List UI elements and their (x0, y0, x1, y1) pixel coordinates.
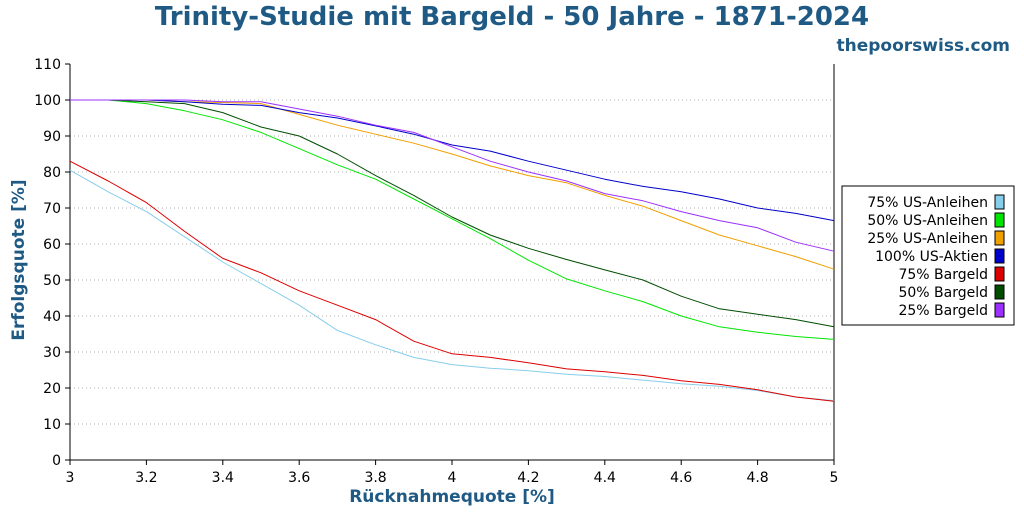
legend-swatch (994, 302, 1005, 318)
legend-label: 50% Bargeld (898, 285, 988, 301)
chart-title: Trinity-Studie mit Bargeld - 50 Jahre - … (155, 2, 869, 32)
legend-label: 75% US-Anleihen (867, 195, 988, 211)
x-tick-label: 5 (830, 470, 839, 486)
x-tick-label: 3.2 (135, 470, 157, 486)
series-line-4 (70, 99, 835, 222)
x-tick-label: 4.4 (594, 470, 616, 486)
axes (69, 64, 835, 461)
y-tick-label: 70 (43, 201, 61, 217)
y-tick-label: 50 (43, 273, 61, 289)
legend-swatch (994, 194, 1005, 210)
legend-swatch (994, 284, 1005, 300)
x-tick-label: 3.6 (288, 470, 310, 486)
series-line-1 (69, 169, 835, 402)
watermark-text: thepoorswiss.com (837, 36, 1011, 56)
y-tick-label: 20 (43, 381, 61, 397)
y-tick-label: 0 (52, 453, 61, 469)
x-axis-ticks: 3 3.2 3.4 3.6 3.8 4 4.2 4.4 4.6 4.8 5 (66, 460, 839, 486)
y-tick-label: 10 (43, 417, 61, 433)
legend-label: 25% US-Anleihen (867, 231, 988, 247)
series-line-2 (70, 99, 835, 340)
grid-lines (70, 99, 834, 425)
y-tick-label: 60 (43, 237, 61, 253)
legend-label: 100% US-Aktien (875, 249, 988, 265)
x-axis-label: Rücknahmequote [%] (349, 487, 555, 507)
series-line-3 (70, 99, 835, 270)
series-lines (69, 99, 835, 402)
y-axis-ticks: 0 10 20 30 40 50 60 70 80 90 100 110 (34, 57, 70, 469)
y-tick-label: 80 (43, 165, 61, 181)
y-tick-label: 100 (34, 93, 61, 109)
legend-swatch (994, 230, 1005, 246)
x-tick-label: 4.6 (670, 470, 692, 486)
legend-label: 75% Bargeld (898, 267, 988, 283)
legend-swatch (994, 212, 1005, 228)
legend-swatch (994, 248, 1005, 264)
x-tick-label: 3 (66, 470, 75, 486)
y-tick-label: 90 (43, 129, 61, 145)
legend-swatch (994, 266, 1005, 282)
y-tick-label: 40 (43, 309, 61, 325)
x-tick-label: 3.4 (212, 470, 234, 486)
legend: 75% US-Anleihen 50% US-Anleihen 25% US-Anl… (841, 185, 1015, 326)
x-tick-label: 3.8 (364, 470, 386, 486)
series-line-6 (70, 99, 835, 328)
series-line-7 (70, 99, 835, 252)
y-tick-label: 110 (34, 57, 61, 73)
x-tick-label: 4 (448, 470, 457, 486)
x-tick-label: 4.2 (517, 470, 539, 486)
legend-label: 25% Bargeld (898, 303, 988, 319)
y-axis-label: Erfolgsquote [%] (9, 179, 29, 340)
legend-label: 50% US-Anleihen (867, 213, 988, 229)
x-tick-label: 4.8 (746, 470, 768, 486)
y-tick-label: 30 (43, 345, 61, 361)
legend-box (841, 185, 1015, 326)
series-line-5 (69, 160, 835, 402)
